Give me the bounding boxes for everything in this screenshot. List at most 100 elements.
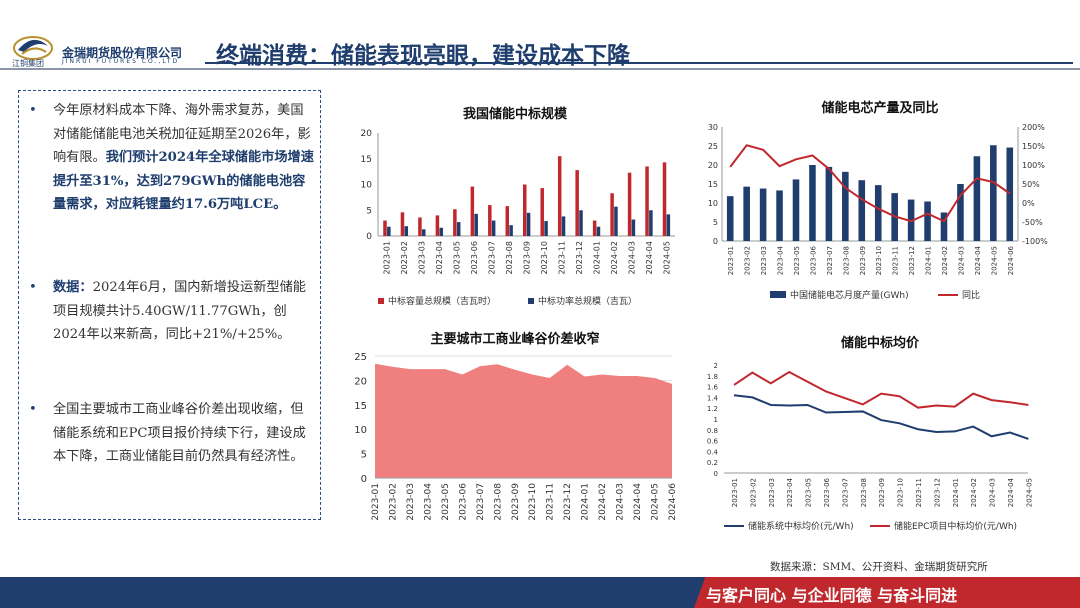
chart-bid-price: 0 0.2 0.4 0.6 0.8 1 1.2 1.4 1.6 1.8 2 2023-01 2023-0… bbox=[707, 362, 1034, 532]
legend-label: 中标容量总规模（吉瓦时） bbox=[388, 295, 496, 307]
x-tick-label: 2023-08 bbox=[842, 246, 850, 275]
bar-cell-output bbox=[759, 188, 767, 241]
x-tick-label: 2024-05 bbox=[662, 241, 671, 274]
x-tick-label: 2023-11 bbox=[892, 246, 900, 275]
x-tick-label: 2024-03 bbox=[989, 478, 997, 507]
x-tick-label: 2023-08 bbox=[860, 478, 868, 507]
x-tick-label: 2023-05 bbox=[441, 483, 451, 521]
header-divider bbox=[0, 68, 1080, 70]
chart-title: 我国储能中标规模 bbox=[462, 107, 567, 122]
x-tick-label: 2023-01 bbox=[727, 246, 735, 275]
bar-cell-output bbox=[809, 165, 816, 241]
bar-capacity bbox=[435, 215, 440, 236]
bar-capacity bbox=[557, 156, 562, 236]
x-tick-label: 2023-11 bbox=[557, 241, 566, 274]
y2-tick-label: 200% bbox=[1022, 123, 1045, 132]
x-tick-label: 2024-05 bbox=[990, 246, 998, 275]
x-tick-label: 2023-09 bbox=[859, 246, 867, 275]
bar-capacity bbox=[523, 184, 527, 236]
x-tick-label: 2023-04 bbox=[786, 477, 794, 507]
y-tick-label: 20 bbox=[354, 376, 367, 387]
chart-cell-output: 0 5 10 15 20 25 30 -100% -50% 0% 50% 100% 150% 200% 20… bbox=[708, 123, 1048, 301]
x-tick-label: 2023-11 bbox=[915, 478, 923, 507]
x-tick-label: 2024-05 bbox=[1025, 478, 1033, 507]
x-tick-label: 2023-12 bbox=[908, 246, 916, 275]
x-tick-label: 2023-06 bbox=[458, 483, 468, 521]
bar-capacity bbox=[662, 162, 667, 236]
y-tick-label: 5 bbox=[713, 218, 718, 227]
x-tick-label: 2024-04 bbox=[645, 241, 654, 274]
bar-cell-output bbox=[940, 212, 948, 241]
group-name: 江铜集团 bbox=[12, 59, 44, 68]
y-tick-label: 30 bbox=[708, 123, 718, 132]
bar-power bbox=[666, 214, 671, 236]
x-tick-label: 2023-08 bbox=[505, 241, 514, 274]
x-tick-label: 2024-03 bbox=[616, 483, 626, 521]
x-tick-label: 2024-03 bbox=[957, 246, 965, 275]
y-tick-label: 1.8 bbox=[707, 373, 718, 381]
data-source: 数据来源：SMM、公开资料、金瑞期货研究所 bbox=[770, 561, 988, 573]
x-tick-label: 2023-04 bbox=[435, 241, 444, 274]
bar-capacity bbox=[627, 172, 632, 236]
x-tick-label: 2023-05 bbox=[453, 241, 462, 274]
legend-swatch bbox=[528, 298, 534, 304]
x-tick-label: 2024-02 bbox=[970, 478, 978, 507]
bullet-3: • 全国主要城市工商业峰谷价差出现收缩，但储能系统和EPC项目报价持续下行，建设… bbox=[29, 398, 314, 469]
y-tick-label: 10 bbox=[361, 181, 373, 191]
y-tick-label: 0.8 bbox=[707, 427, 718, 435]
x-tick-label: 2023-05 bbox=[805, 478, 813, 507]
bar-power bbox=[614, 206, 618, 236]
bar-cell-output bbox=[990, 145, 997, 241]
legend-label: 储能系统中标均价(元/Wh) bbox=[748, 520, 854, 532]
x-tick-label: 2023-06 bbox=[823, 477, 831, 507]
bar-power bbox=[491, 220, 496, 236]
chart-price-spread: 0 5 10 15 20 25 2023-01 2023-02 2023-03 2023-04 20… bbox=[354, 352, 678, 521]
y2-tick-label: 0% bbox=[1022, 199, 1035, 208]
legend-label: 中标功率总规模（吉瓦） bbox=[538, 295, 637, 307]
x-tick-label: 2023-07 bbox=[826, 246, 834, 275]
bar-cell-output bbox=[792, 179, 800, 241]
bar-capacity bbox=[505, 206, 510, 236]
x-tick-label: 2023-01 bbox=[383, 241, 392, 274]
y-tick-label: 0 bbox=[366, 232, 372, 242]
bar-capacity bbox=[592, 220, 597, 236]
y-tick-label: 2 bbox=[714, 362, 718, 370]
chart-title: 储能电芯产量及同比 bbox=[821, 101, 939, 116]
x-tick-label: 2023-09 bbox=[511, 483, 521, 521]
x-tick-label: 2024-06 bbox=[668, 483, 678, 521]
bullet-1: • 今年原材料成本下降、海外需求复苏，美国对储能储能电池关税加征延期至2026年… bbox=[29, 99, 314, 217]
x-tick-label: 2023-01 bbox=[371, 483, 381, 521]
y-tick-label: 20 bbox=[708, 161, 718, 170]
chart-title: 主要城市工商业峰谷价差收窄 bbox=[430, 332, 600, 347]
x-tick-label: 2023-03 bbox=[406, 483, 416, 521]
x-tick-label: 2023-07 bbox=[476, 483, 486, 521]
x-tick-label: 2023-10 bbox=[540, 241, 549, 274]
y-tick-label: 10 bbox=[354, 425, 367, 436]
x-tick-label: 2024-01 bbox=[581, 483, 591, 521]
x-tick-label: 2024-05 bbox=[651, 483, 661, 521]
y-tick-label: 15 bbox=[354, 401, 367, 412]
page-title: 终端消费：储能表现亮眼，建设成本下降 bbox=[216, 43, 630, 69]
bar-cell-output bbox=[858, 180, 866, 241]
legend-swatch bbox=[770, 291, 786, 298]
x-tick-label: 2023-10 bbox=[897, 478, 905, 507]
summary-text-box: • 今年原材料成本下降、海外需求复苏，美国对储能储能电池关税加征延期至2026年… bbox=[18, 90, 321, 520]
bullet-2: • 数据：2024年6月，国内新增投运新型储能项目规模共计5.40GW/11.7… bbox=[29, 276, 314, 347]
bar-cell-output bbox=[743, 186, 750, 241]
y-tick-label: 0 bbox=[361, 474, 367, 485]
bar-power bbox=[526, 212, 531, 236]
x-tick-label: 2023-03 bbox=[418, 241, 427, 274]
x-tick-label: 2024-04 bbox=[633, 483, 643, 521]
y-tick-label: 1.4 bbox=[707, 394, 719, 402]
x-tick-label: 2023-07 bbox=[488, 241, 497, 274]
x-tick-label: 2024-02 bbox=[598, 483, 608, 521]
bar-power bbox=[474, 213, 478, 236]
y-tick-label: 0 bbox=[714, 470, 718, 478]
legend-label: 同比 bbox=[962, 289, 980, 301]
header: 金瑞期货股份有限公司 JINRUI FUTURES CO.,LTD 江铜集团 终… bbox=[0, 0, 1080, 70]
title-underline bbox=[205, 62, 1073, 64]
x-tick-label: 2023-06 bbox=[470, 241, 479, 274]
y-tick-label: 0.4 bbox=[707, 448, 719, 456]
chart-price-spread-panel: 主要城市工商业峰谷价差收窄 0 5 10 15 20 25 2023-01 2023-02 20… bbox=[340, 322, 690, 537]
y-tick-label: 1.2 bbox=[707, 405, 718, 413]
